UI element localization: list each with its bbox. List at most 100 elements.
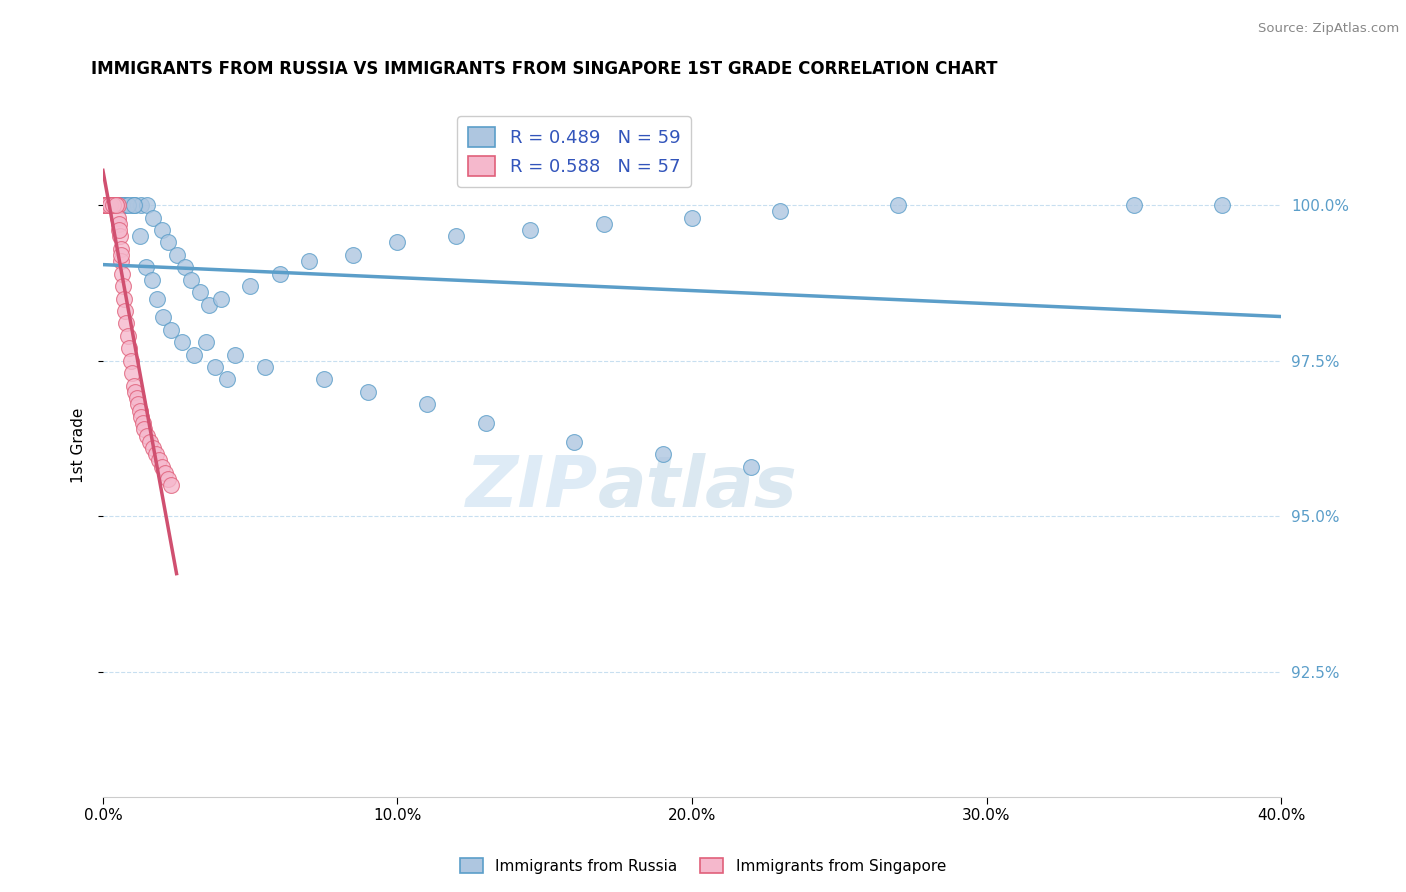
Point [769,204,792,219]
Point [107,223,129,237]
Point [156,235,179,250]
Point [93,198,115,212]
Point [681,211,703,225]
Point [97,198,120,212]
Point [110,198,132,212]
Point [166,248,188,262]
Point [110,242,132,256]
Point [100,198,122,212]
Point [134,422,156,436]
Point [124,198,146,212]
Point [136,428,159,442]
Point [110,248,132,262]
Point [94,198,117,212]
Point [129,409,152,424]
Point [105,198,128,212]
Text: Source: ZipAtlas.com: Source: ZipAtlas.com [1258,22,1399,36]
Point [148,453,170,467]
Text: atlas: atlas [598,452,797,522]
Point [269,267,291,281]
Point [108,217,131,231]
Point [107,198,129,212]
Point [121,366,143,380]
Point [188,285,211,300]
Point [475,416,498,430]
Point [101,198,124,212]
Point [98,198,121,212]
Point [198,298,221,312]
Point [105,198,128,212]
Point [342,248,364,262]
Point [131,416,153,430]
Point [416,397,439,411]
Legend: R = 0.489   N = 59, R = 0.588   N = 57: R = 0.489 N = 59, R = 0.588 N = 57 [457,116,692,186]
Point [142,211,165,225]
Point [98,198,121,212]
Point [96,198,118,212]
Point [121,198,143,212]
Point [183,348,205,362]
Point [562,434,585,449]
Point [135,260,157,275]
Point [740,459,762,474]
Point [108,229,131,244]
Point [387,235,409,250]
Point [239,279,262,293]
Point [104,198,127,212]
Point [97,198,120,212]
Point [1122,198,1144,212]
Point [887,198,910,212]
Point [107,198,129,212]
Point [96,198,118,212]
Point [152,310,174,325]
Point [110,254,132,268]
Text: IMMIGRANTS FROM RUSSIA VS IMMIGRANTS FROM SINGAPORE 1ST GRADE CORRELATION CHART: IMMIGRANTS FROM RUSSIA VS IMMIGRANTS FRO… [91,60,998,78]
Point [298,254,321,268]
Point [592,217,614,231]
Point [180,273,202,287]
Point [111,198,134,212]
Point [94,198,117,212]
Point [127,397,149,411]
Point [101,198,124,212]
Point [107,211,129,225]
Point [111,267,134,281]
Point [312,372,335,386]
Point [209,292,232,306]
Point [357,384,380,399]
Point [125,391,148,405]
Point [122,198,145,212]
Legend: Immigrants from Russia, Immigrants from Singapore: Immigrants from Russia, Immigrants from … [454,852,952,880]
Point [98,198,121,212]
Point [156,472,179,486]
Y-axis label: 1st Grade: 1st Grade [72,407,86,483]
Point [124,384,146,399]
Point [112,292,135,306]
Point [104,198,127,212]
Point [97,198,120,212]
Point [1211,198,1233,212]
Point [112,198,135,212]
Point [103,198,125,212]
Point [153,466,176,480]
Point [114,304,136,318]
Point [105,198,128,212]
Point [224,348,246,362]
Point [111,279,134,293]
Point [204,359,226,374]
Point [215,372,238,386]
Point [150,223,173,237]
Point [253,359,276,374]
Point [446,229,468,244]
Point [98,198,121,212]
Point [96,198,118,212]
Point [115,317,138,331]
Point [122,378,145,392]
Point [141,273,163,287]
Point [651,447,673,461]
Point [129,198,152,212]
Point [139,434,162,449]
Point [100,198,122,212]
Point [145,447,167,461]
Point [172,335,194,350]
